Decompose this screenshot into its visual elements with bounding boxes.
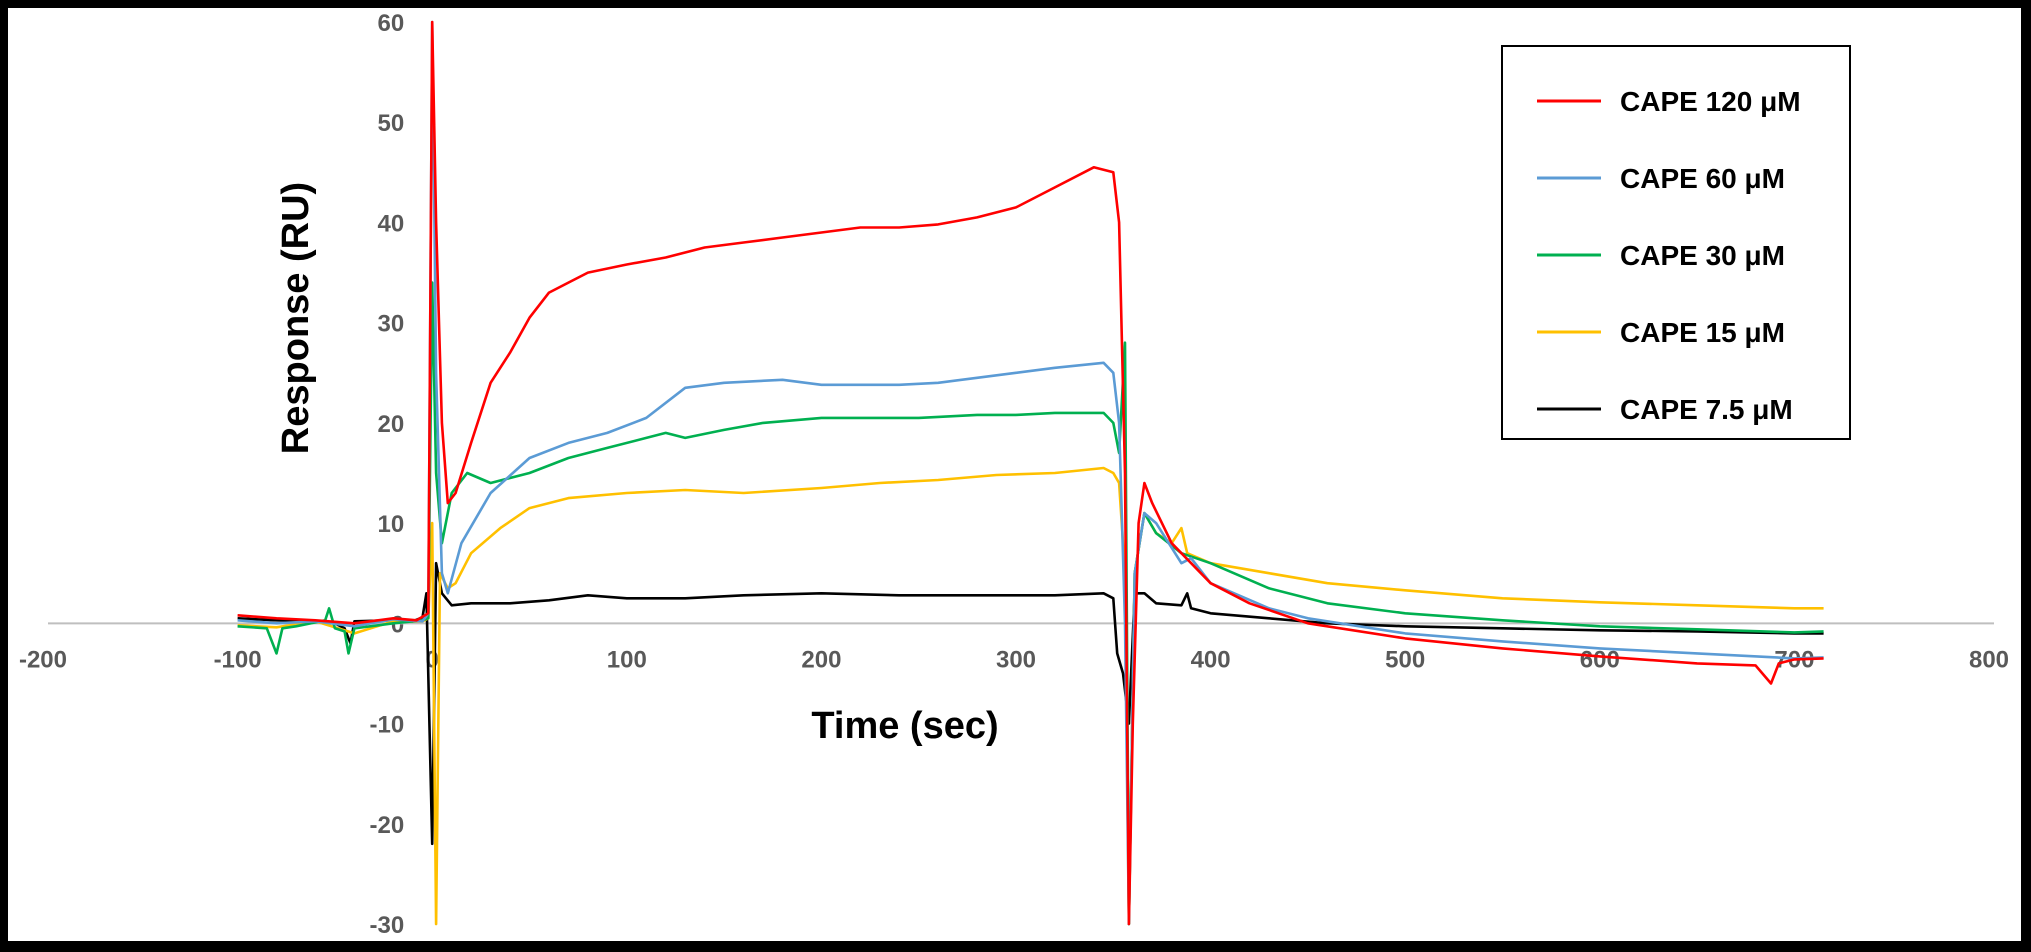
y-tick-label: -30 [370,912,405,939]
y-tick-label: 50 [377,110,404,137]
x-tick-label: 200 [801,646,841,673]
x-tick-label: 500 [1385,646,1425,673]
series-lines [237,20,1824,926]
x-tick-label: 600 [1580,646,1620,673]
y-tick-label: 20 [377,411,404,438]
y-tick-label: -20 [370,812,405,839]
line-chart: -30 -20 -10 0 10 20 30 40 50 60 -200 -100 0 100 200 30… [19,10,2009,939]
y-tick-labels: -30 -20 -10 0 10 20 30 40 50 60 [370,10,405,939]
legend-label: CAPE 30 μM [1620,240,1785,271]
x-tick-label: 300 [996,646,1036,673]
x-tick-label: -200 [19,646,67,673]
series-line-4 [237,561,1824,846]
y-tick-label: 60 [377,10,404,37]
x-axis-title: Time (sec) [811,705,998,747]
legend-label: CAPE 7.5 μM [1620,394,1793,425]
legend-label: CAPE 15 μM [1620,317,1785,348]
legend-label: CAPE 120 μM [1620,86,1801,117]
series-line-1 [237,20,1824,926]
y-tick-label: 10 [377,511,404,538]
series-line-3 [237,466,1824,926]
y-axis-title: Response (RU) [275,182,317,454]
x-tick-label: 400 [1191,646,1231,673]
legend: CAPE 120 μM CAPE 60 μM CAPE 30 μM CAPE 15 μ… [1501,45,1851,440]
legend-items: CAPE 120 μM CAPE 60 μM CAPE 30 μM CAPE 15 μ… [1537,86,1801,425]
x-tick-label: -100 [214,646,262,673]
y-tick-label: 30 [377,311,404,338]
x-tick-label: 100 [607,646,647,673]
series-line-2 [237,281,1824,926]
chart-frame: -30 -20 -10 0 10 20 30 40 50 60 -200 -100 0 100 200 30… [8,8,2021,941]
series-line-0 [237,20,1824,926]
y-tick-label: 40 [377,210,404,237]
y-tick-label: 0 [391,611,404,638]
legend-box [1501,45,1851,440]
x-tick-labels: -200 -100 0 100 200 300 400 500 600 700 800 [19,646,2009,673]
y-tick-label: -10 [370,712,405,739]
legend-label: CAPE 60 μM [1620,163,1785,194]
x-tick-label: 800 [1969,646,2009,673]
